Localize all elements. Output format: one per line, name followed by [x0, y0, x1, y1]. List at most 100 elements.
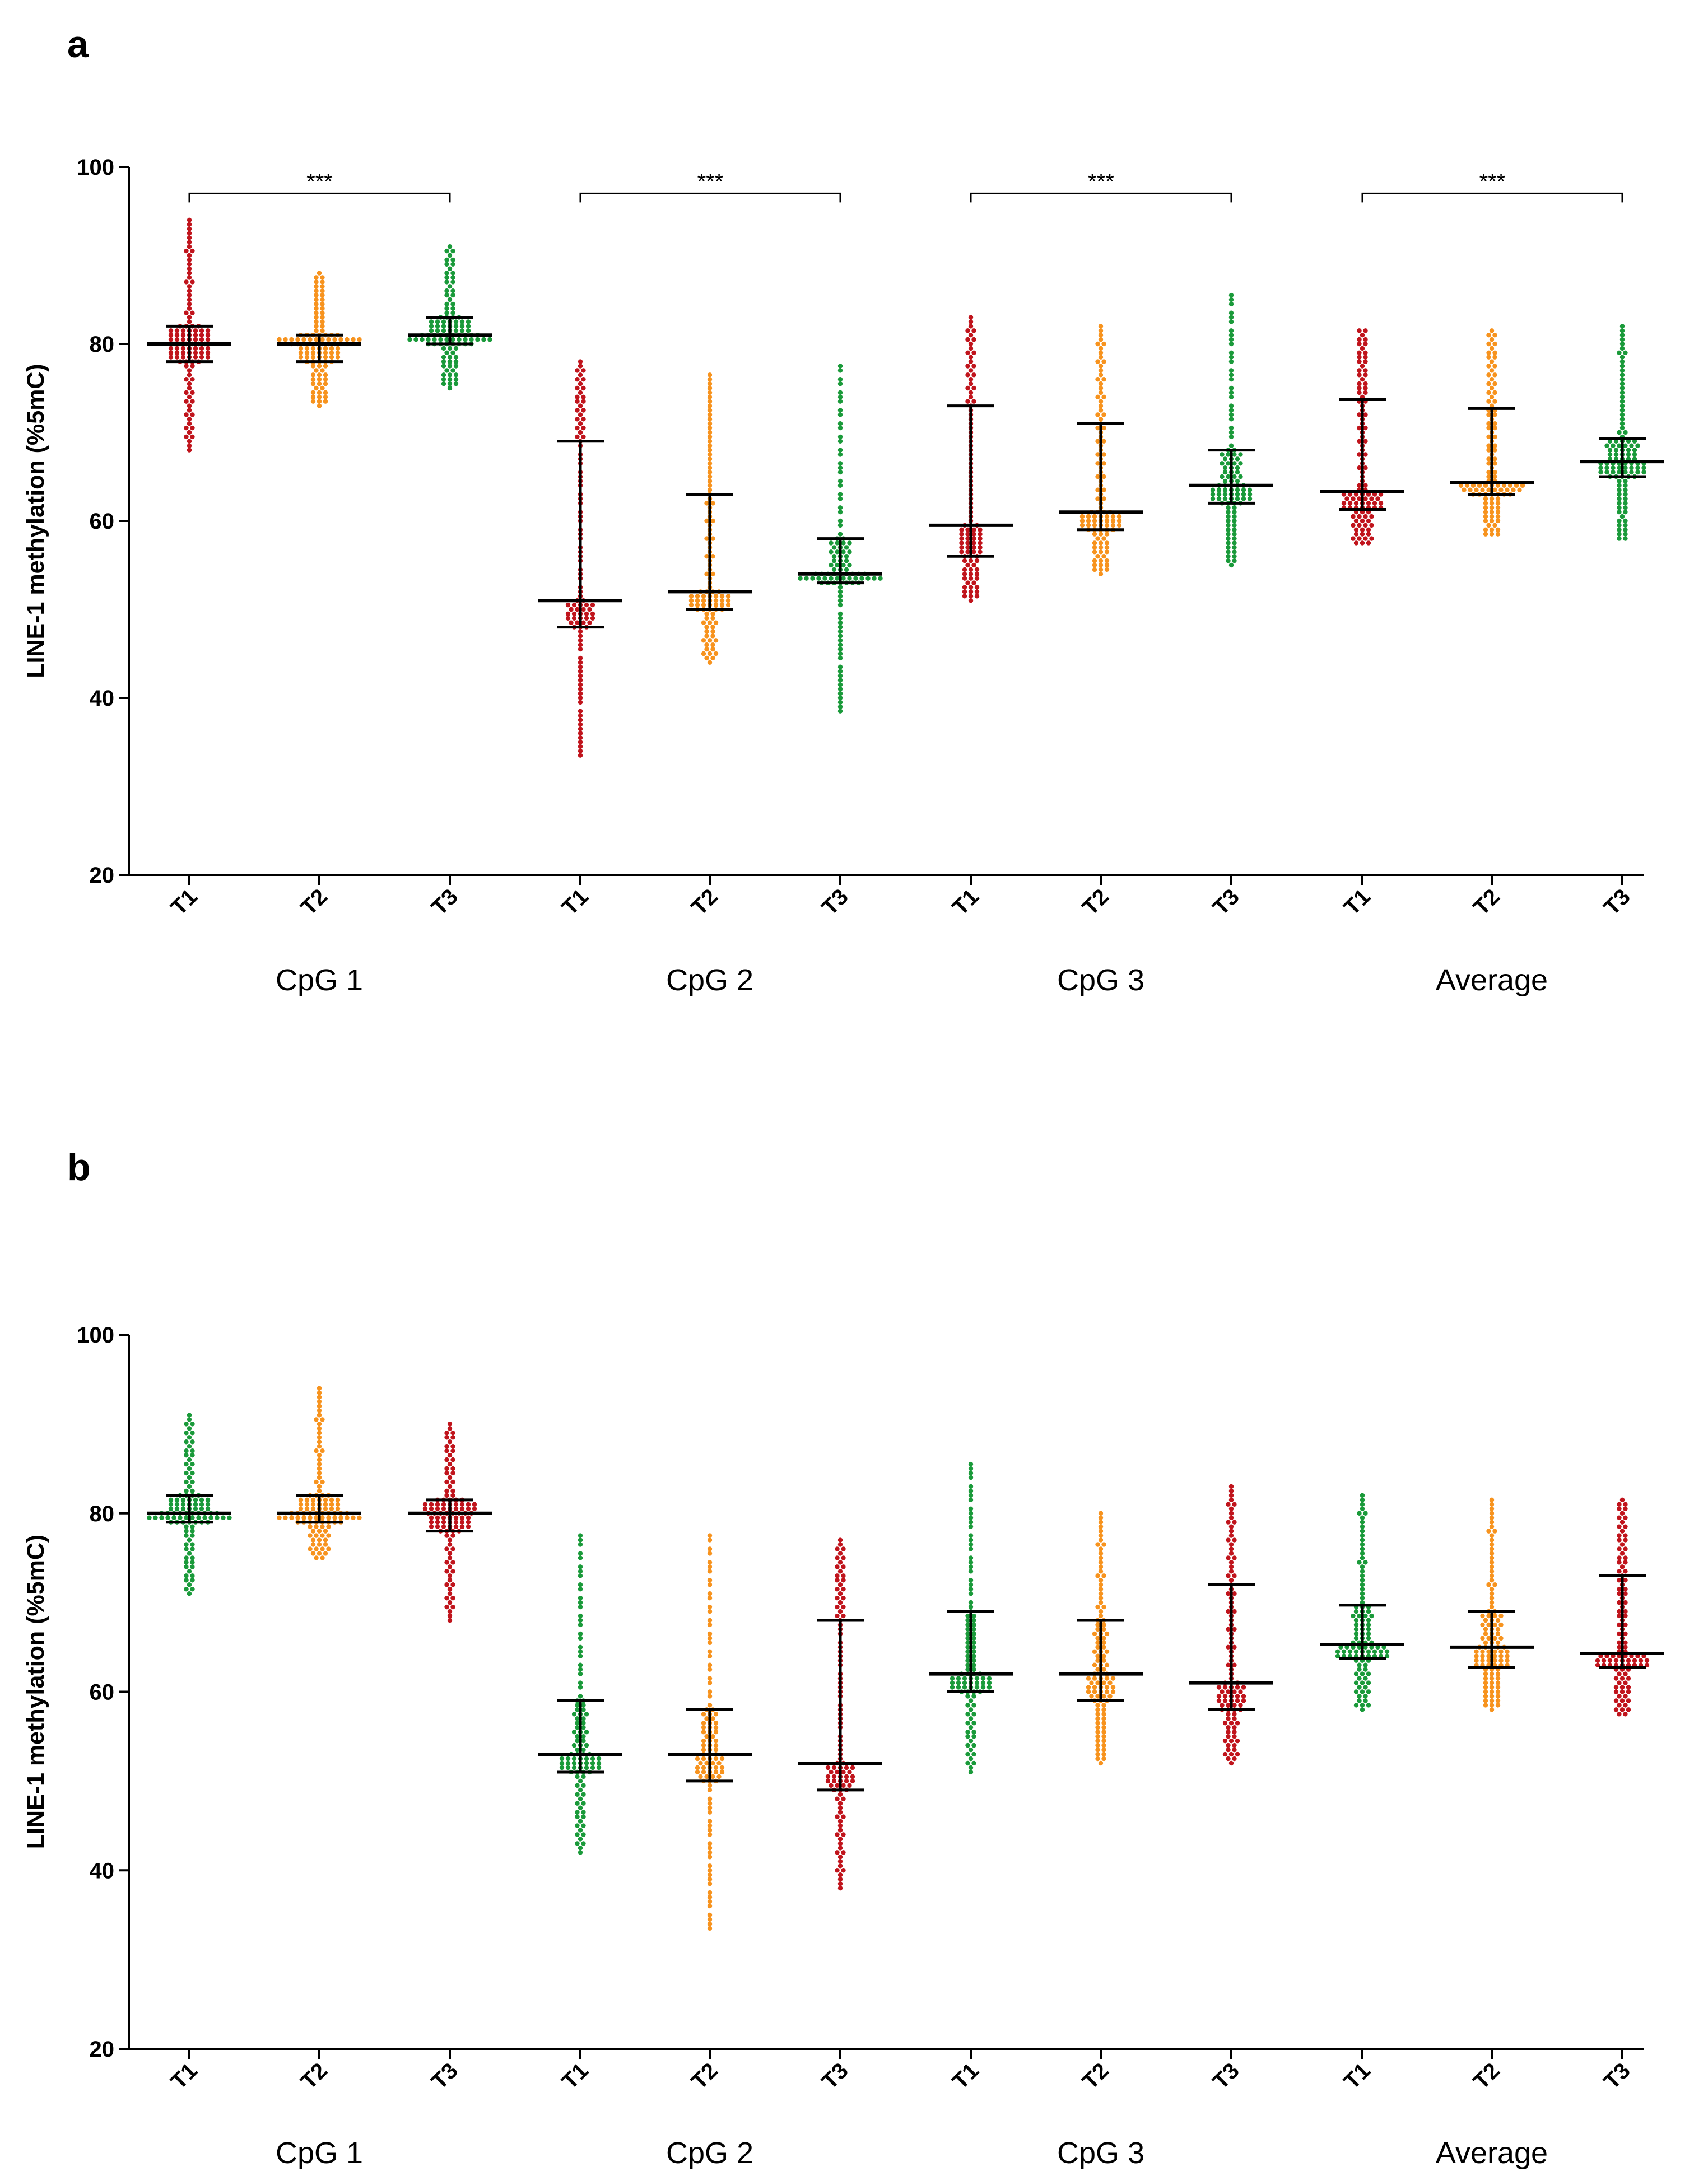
- data-point: [1357, 514, 1362, 519]
- data-point: [978, 527, 983, 532]
- data-point: [578, 664, 583, 669]
- data-point: [187, 1457, 192, 1462]
- data-point: [707, 425, 713, 431]
- data-point: [578, 1555, 583, 1560]
- data-point: [1619, 324, 1625, 329]
- data-point: [837, 408, 843, 413]
- data-point: [971, 385, 976, 391]
- data-point: [968, 1488, 974, 1494]
- data-point: [701, 1742, 706, 1748]
- series-cpg-1-t1: [147, 217, 231, 453]
- data-point: [1210, 492, 1216, 497]
- data-point: [710, 518, 715, 524]
- significance-bracket: [188, 192, 451, 203]
- data-point: [950, 1685, 955, 1690]
- data-point: [184, 412, 189, 417]
- data-point: [841, 1564, 846, 1569]
- data-point: [584, 1730, 589, 1735]
- data-point: [971, 1694, 976, 1699]
- data-point: [332, 1515, 337, 1520]
- data-point: [1619, 337, 1625, 342]
- data-point: [968, 1600, 974, 1605]
- y-tick-label: 60: [90, 1680, 115, 1705]
- data-point: [1623, 1622, 1628, 1628]
- data-point: [1220, 474, 1225, 479]
- data-point: [1353, 532, 1359, 537]
- data-point: [190, 412, 195, 417]
- data-point: [710, 571, 715, 576]
- data-point: [578, 726, 583, 731]
- data-point: [1617, 536, 1622, 541]
- data-point: [837, 602, 843, 608]
- data-point: [837, 434, 843, 440]
- data-point: [1095, 1604, 1100, 1610]
- data-point: [444, 1435, 449, 1440]
- data-point: [1086, 1689, 1091, 1694]
- data-point: [190, 399, 195, 404]
- data-point: [1363, 483, 1368, 488]
- data-point: [1098, 1600, 1104, 1605]
- data-point: [205, 328, 211, 333]
- data-point: [1098, 355, 1104, 360]
- data-point: [1101, 554, 1106, 559]
- data-point: [837, 505, 843, 510]
- data-point: [1228, 297, 1234, 302]
- data-point: [1228, 328, 1234, 333]
- data-point: [837, 364, 843, 369]
- data-point: [1486, 487, 1491, 492]
- data-point: [1363, 1694, 1368, 1699]
- data-point: [962, 558, 967, 563]
- data-point: [1366, 510, 1371, 515]
- data-point: [444, 1479, 449, 1485]
- data-point: [968, 598, 974, 603]
- data-point: [578, 655, 583, 661]
- data-point: [1101, 412, 1106, 417]
- data-point: [578, 1564, 583, 1569]
- data-point: [707, 1810, 713, 1815]
- data-point: [1360, 1582, 1365, 1587]
- data-point: [710, 1716, 715, 1721]
- data-point: [190, 1546, 195, 1551]
- data-point: [184, 1573, 189, 1578]
- y-axis-label: LINE-1 methylation (%5mC): [22, 1535, 49, 1849]
- data-point: [959, 536, 964, 541]
- data-point: [1629, 443, 1634, 448]
- data-point: [1607, 448, 1613, 453]
- data-point: [1357, 1560, 1362, 1565]
- data-point: [1098, 1555, 1104, 1560]
- data-point: [575, 368, 580, 373]
- data-point: [1098, 549, 1104, 555]
- data-point: [441, 381, 446, 386]
- data-point: [710, 611, 715, 617]
- data-point: [1235, 1751, 1240, 1757]
- data-point: [1098, 368, 1104, 373]
- data-point: [1489, 1555, 1495, 1560]
- data-point: [968, 1542, 974, 1547]
- data-point: [1335, 1649, 1341, 1654]
- data-point: [317, 1413, 322, 1418]
- data-point: [447, 1600, 453, 1605]
- data-point: [837, 1560, 843, 1565]
- data-point: [707, 1921, 713, 1927]
- data-point: [1505, 1653, 1510, 1658]
- data-point: [710, 633, 715, 639]
- data-point: [190, 1533, 195, 1538]
- data-point: [1092, 1689, 1097, 1694]
- data-point: [581, 1734, 586, 1739]
- data-point: [1489, 1587, 1495, 1592]
- data-point: [1363, 337, 1368, 342]
- data-point: [1353, 1622, 1359, 1628]
- data-point: [1613, 1685, 1619, 1690]
- data-point: [435, 1524, 440, 1529]
- data-point: [1486, 412, 1491, 417]
- data-point: [466, 328, 471, 333]
- data-point: [1086, 1676, 1091, 1681]
- data-point: [968, 324, 974, 329]
- data-point: [1232, 1747, 1237, 1753]
- data-point: [429, 1515, 434, 1520]
- data-point: [707, 1560, 713, 1565]
- data-point: [310, 1497, 316, 1503]
- data-point: [1486, 456, 1491, 462]
- data-point: [716, 1774, 722, 1779]
- data-point: [707, 1796, 713, 1801]
